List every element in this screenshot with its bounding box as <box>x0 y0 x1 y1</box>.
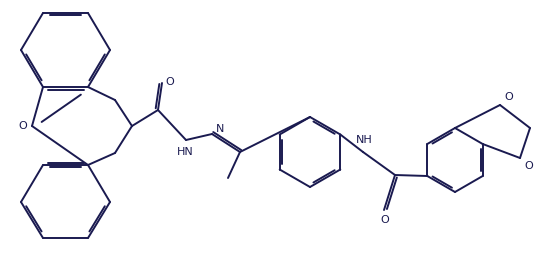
Text: O: O <box>381 215 389 225</box>
Text: N: N <box>216 124 224 134</box>
Text: O: O <box>504 92 513 102</box>
Text: O: O <box>165 77 174 87</box>
Text: O: O <box>524 161 533 171</box>
Text: HN: HN <box>177 147 193 157</box>
Text: NH: NH <box>356 135 372 145</box>
Text: O: O <box>19 121 27 131</box>
